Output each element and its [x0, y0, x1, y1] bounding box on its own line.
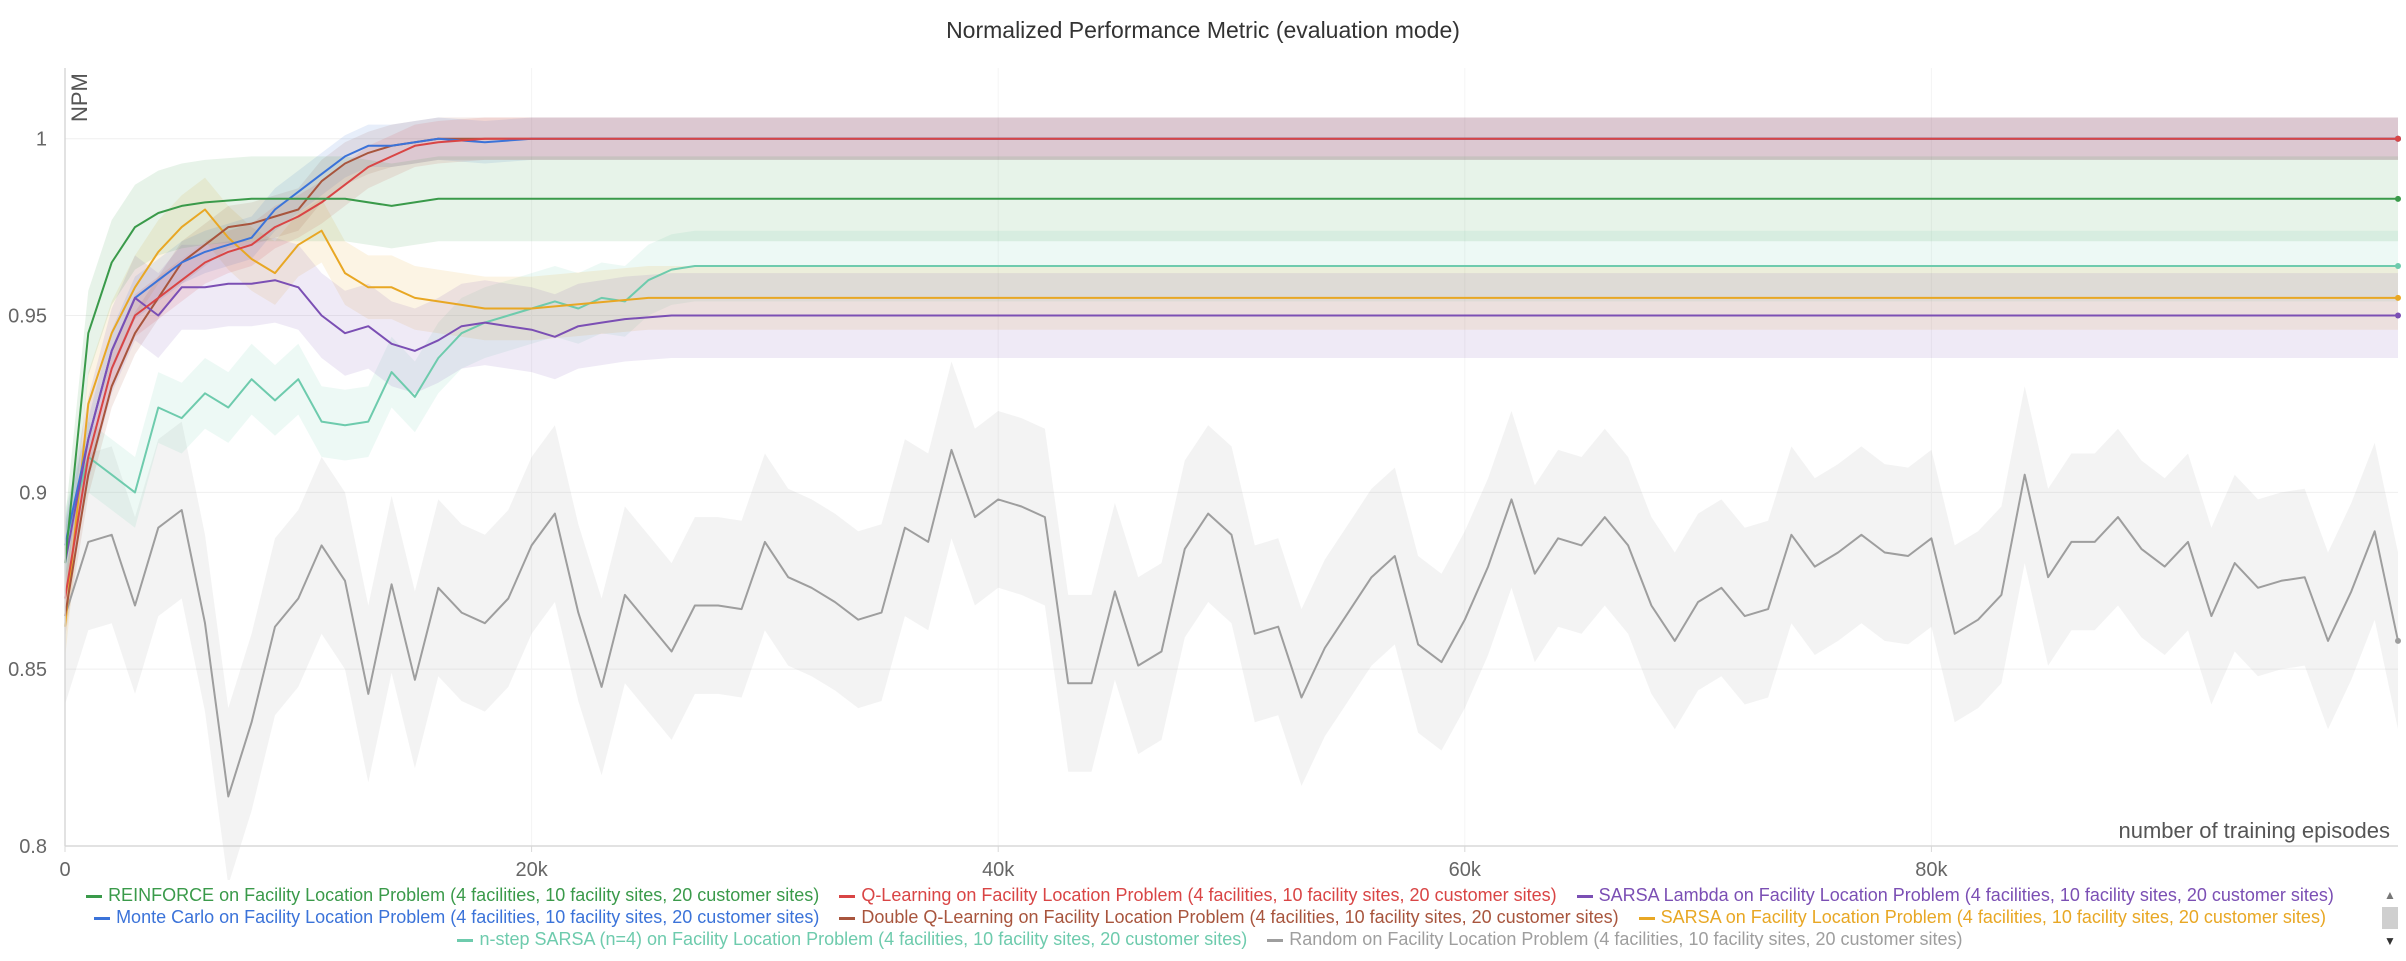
legend-item[interactable]: REINFORCE on Facility Location Problem (…: [86, 884, 819, 906]
legend-label: REINFORCE on Facility Location Problem (…: [108, 885, 820, 905]
legend-label: SARSA Lambda on Facility Location Proble…: [1598, 885, 2334, 905]
legend-item[interactable]: SARSA on Facility Location Problem (4 fa…: [1638, 906, 2326, 928]
legend-swatch: [839, 916, 856, 920]
series-lines: [64, 135, 2401, 798]
x-tick-label: 60k: [1449, 859, 1482, 880]
scroll-up-icon[interactable]: ▲: [2384, 888, 2396, 902]
series-endpoint-6: [2395, 263, 2401, 270]
series-band-0: [65, 156, 2398, 606]
legend-item[interactable]: SARSA Lambda on Facility Location Proble…: [1576, 884, 2334, 906]
series-endpoint-1: [2395, 135, 2401, 142]
x-tick-label: 0: [59, 859, 70, 880]
legend-swatch: [86, 894, 103, 898]
legend-label: Double Q-Learning on Facility Location P…: [861, 907, 1619, 927]
series-line-7: [64, 448, 2399, 798]
legend-scrollbar[interactable]: ▲ ▼: [2380, 889, 2400, 949]
series-band-2: [65, 237, 2398, 606]
legend-row: REINFORCE on Facility Location Problem (…: [60, 884, 2360, 906]
legend: REINFORCE on Facility Location Problem (…: [60, 884, 2360, 950]
chart: Normalized Performance Metric (evaluatio…: [8, 17, 2401, 880]
legend-item[interactable]: n-step SARSA (n=4) on Facility Location …: [457, 928, 1247, 950]
legend-swatch: [839, 894, 856, 898]
series-endpoint-0: [2395, 195, 2401, 202]
scroll-down-icon[interactable]: ▼: [2384, 934, 2396, 948]
series-line-3: [64, 137, 2398, 546]
legend-label: Random on Facility Location Problem (4 f…: [1289, 929, 1963, 949]
series-line-1: [64, 137, 2398, 599]
legend-label: Q-Learning on Facility Location Problem …: [861, 885, 1557, 905]
legend-label: n-step SARSA (n=4) on Facility Location …: [479, 929, 1248, 949]
legend-item[interactable]: Q-Learning on Facility Location Problem …: [839, 884, 1557, 906]
legend-label: SARSA on Facility Location Problem (4 fa…: [1660, 907, 2326, 927]
y-tick-label: 0.95: [8, 306, 47, 328]
legend-swatch: [1638, 916, 1655, 920]
axes: [64, 68, 2398, 847]
y-tick-label: 0.9: [19, 482, 47, 504]
x-tick-label: 20k: [515, 859, 548, 880]
series-band-7: [65, 361, 2398, 880]
y-tick-label: 1: [36, 129, 47, 151]
y-tick-label: 0.8: [19, 836, 47, 858]
x-tick-label: 40k: [982, 859, 1015, 880]
chart-title: Normalized Performance Metric (evaluatio…: [946, 17, 1460, 43]
legend-item[interactable]: Monte Carlo on Facility Location Problem…: [94, 906, 819, 928]
series-endpoint-2: [2395, 312, 2401, 319]
series-line-0: [64, 197, 2398, 564]
y-axis-label: NPM: [67, 73, 92, 122]
legend-swatch: [94, 916, 111, 920]
legend-swatch: [457, 938, 474, 942]
confidence-bands: [65, 117, 2398, 880]
scroll-thumb[interactable]: [2382, 907, 2398, 929]
series-line-6: [64, 265, 2398, 546]
legend-item[interactable]: Random on Facility Location Problem (4 f…: [1267, 928, 1963, 950]
legend-row: Monte Carlo on Facility Location Problem…: [60, 906, 2360, 928]
legend-item[interactable]: Double Q-Learning on Facility Location P…: [839, 906, 1619, 928]
y-tick-label: 0.85: [8, 659, 47, 681]
series-endpoint-7: [2395, 637, 2401, 644]
legend-row: n-step SARSA (n=4) on Facility Location …: [60, 928, 2360, 950]
legend-label: Monte Carlo on Facility Location Problem…: [116, 907, 820, 927]
series-line-5: [64, 208, 2398, 627]
x-tick-label: 80k: [1915, 859, 1948, 880]
x-axis-label: number of training episodes: [2119, 818, 2391, 843]
legend-swatch: [1576, 894, 1593, 898]
series-line-2: [64, 279, 2398, 564]
ticks: 0.8 0.85 0.9 0.95 1 0 20k 40k 60k 80k: [8, 129, 1948, 880]
legend-swatch: [1267, 938, 1284, 942]
series-endpoint-5: [2395, 294, 2401, 301]
